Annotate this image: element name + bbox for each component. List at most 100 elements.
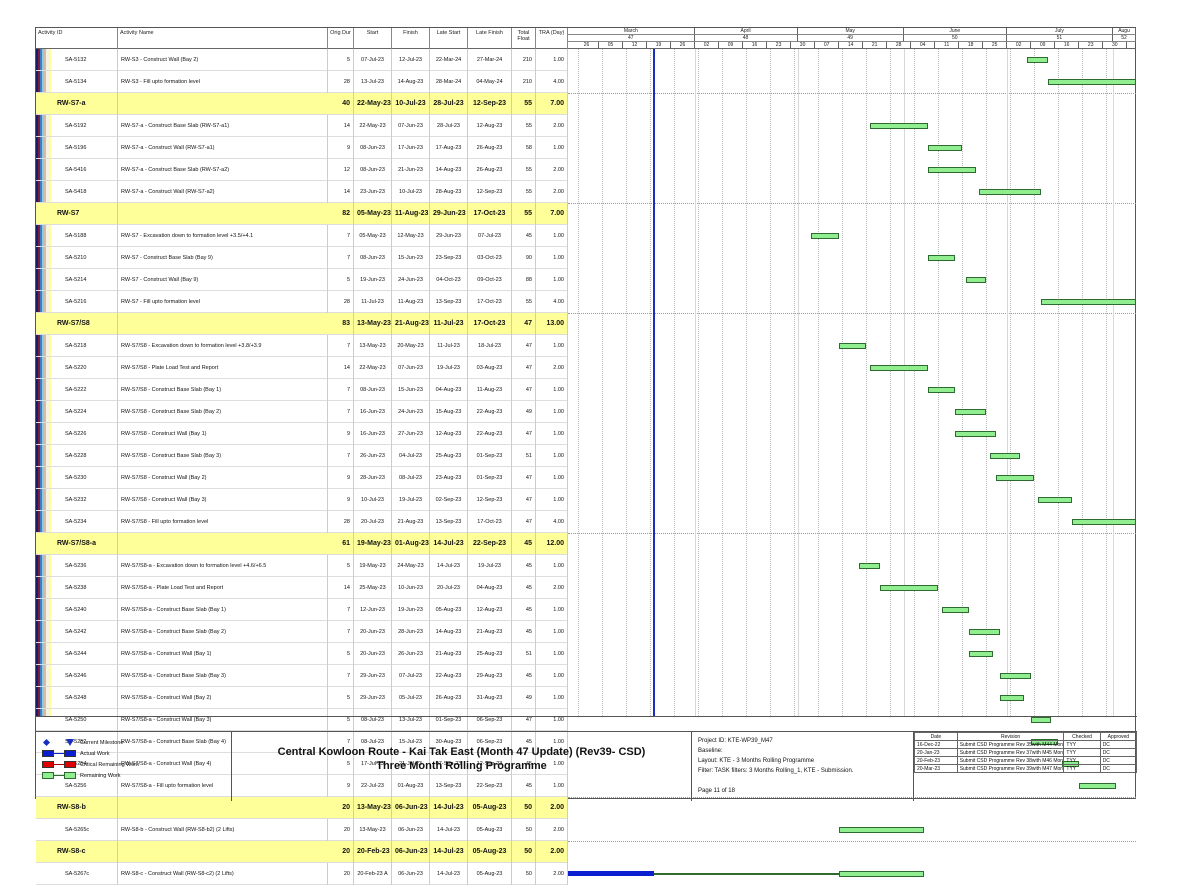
cell-late-finish: 06-Sep-23 [468, 709, 512, 731]
remaining-work-bar[interactable] [996, 475, 1035, 481]
wbs-group-row[interactable]: RW-S7-a 40 22-May-23 10-Jul-23 28-Jul-23 12-S… [36, 93, 568, 115]
activity-row[interactable]: SA-5210 RW-S7 - Construct Base Slab (Bay … [36, 247, 568, 269]
col-finish[interactable]: Finish [392, 28, 430, 49]
wbs-group-row[interactable]: RW-S7/S8 83 13-May-23 21-Aug-23 11-Jul-23 17-… [36, 313, 568, 335]
wbs-group-row[interactable]: RW-S7 82 05-May-23 11-Aug-23 29-Jun-23 17-Oct… [36, 203, 568, 225]
remaining-work-bar[interactable] [1041, 299, 1136, 305]
activity-row[interactable]: SA-5196 RW-S7-a - Construct Wall (RW-S7-a… [36, 137, 568, 159]
activity-row[interactable]: SA-5226 RW-S7/S8 - Construct Wall (Bay 1)… [36, 423, 568, 445]
activity-row[interactable]: SA-5216 RW-S7 - Fill upto formation level… [36, 291, 568, 313]
activity-row[interactable]: SA-5224 RW-S7/S8 - Construct Base Slab (B… [36, 401, 568, 423]
remaining-work-bar[interactable] [869, 365, 928, 371]
activity-row[interactable]: SA-5252 RW-S7/S8-a - Construct Base Slab … [36, 731, 568, 753]
timescale-day: 19 [647, 42, 672, 49]
week-gridline [866, 49, 868, 716]
col-orig-dur[interactable]: Orig Dur [328, 28, 354, 49]
remaining-work-bar[interactable] [969, 651, 994, 657]
timescale-day: 04 [911, 42, 936, 49]
remaining-work-bar[interactable] [838, 827, 925, 833]
activity-row[interactable]: SA-5246 RW-S7/S8-a - Construct Base Slab … [36, 665, 568, 687]
cell-finish: 08-Jul-23 [392, 467, 430, 489]
remaining-work-bar[interactable] [927, 167, 976, 173]
cell-id: RW-S7 [54, 203, 118, 225]
activity-row[interactable]: SA-5256 RW-S7/S8-a - Fill upto formation … [36, 775, 568, 797]
cell-dur: 7 [328, 731, 354, 753]
remaining-work-bar[interactable] [859, 563, 880, 569]
activity-row[interactable]: SA-5228 RW-S7/S8 - Construct Base Slab (B… [36, 445, 568, 467]
remaining-work-bar[interactable] [955, 409, 987, 415]
cell-late-start: 29-Jun-23 [430, 225, 468, 247]
cell-late-start: 14-Jul-23 [430, 555, 468, 577]
remaining-work-bar[interactable] [1030, 717, 1052, 723]
col-total-float[interactable]: Total Float [512, 28, 536, 49]
remaining-work-bar[interactable] [869, 123, 928, 129]
wbs-group-row[interactable]: RW-S8-b 20 13-May-23 06-Jun-23 14-Jul-23 05-A… [36, 797, 568, 819]
cell-id: SA-5228 [62, 445, 118, 467]
cell-start: 13-May-23 [354, 819, 392, 841]
cell-dur: 14 [328, 115, 354, 137]
activity-row[interactable]: SA-5230 RW-S7/S8 - Construct Wall (Bay 2)… [36, 467, 568, 489]
activity-row[interactable]: SA-5222 RW-S7/S8 - Construct Base Slab (B… [36, 379, 568, 401]
col-activity-id[interactable]: Activity ID [36, 28, 118, 49]
timescale-day: 23 [1079, 42, 1104, 49]
activity-row[interactable]: SA-5265c RW-S8-b - Construct Wall (RW-S8-… [36, 819, 568, 841]
col-late-finish[interactable]: Late Finish [468, 28, 512, 49]
remaining-work-bar[interactable] [955, 431, 997, 437]
revision-row: 20-Jan-23 Submit CSD Programme Rev 37with… [914, 748, 1138, 757]
remaining-work-bar[interactable] [1027, 57, 1048, 63]
activity-row[interactable]: SA-5248 RW-S7/S8-a - Construct Wall (Bay … [36, 687, 568, 709]
col-tra[interactable]: TRA (Day) [536, 28, 568, 49]
activity-row[interactable]: SA-5132 RW-S3 - Construct Wall (Bay 2) 5 07… [36, 49, 568, 71]
col-late-start[interactable]: Late Start [430, 28, 468, 49]
remaining-work-bar[interactable] [1047, 79, 1136, 85]
week-gridline [674, 49, 676, 716]
activity-row[interactable]: SA-5220 RW-S7/S8 - Plate Load Test and Re… [36, 357, 568, 379]
remaining-work-bar[interactable] [879, 585, 939, 591]
remaining-work-bar[interactable] [989, 453, 1021, 459]
title-line-1: Central Kowloon Route - Kai Tak East (Mo… [277, 746, 646, 758]
remaining-work-bar[interactable] [927, 255, 956, 261]
remaining-work-bar[interactable] [838, 343, 867, 349]
cell-name: RW-S7/S8 - Fill upto formation level [118, 511, 328, 533]
activity-row[interactable]: SA-5250 RW-S7/S8-a - Construct Wall (Bay … [36, 709, 568, 731]
activity-row[interactable]: SA-5192 RW-S7-a - Construct Base Slab (RW… [36, 115, 568, 137]
remaining-work-bar[interactable] [927, 145, 963, 151]
remaining-work-bar[interactable] [965, 277, 987, 283]
remaining-work-bar[interactable] [999, 673, 1031, 679]
remaining-work-bar[interactable] [927, 387, 956, 393]
legend-actual: Actual Work [42, 749, 110, 758]
activity-row[interactable]: SA-5418 RW-S7-a - Construct Wall (RW-S7-a… [36, 181, 568, 203]
cell-tra: 2.00 [536, 797, 568, 819]
remaining-work-bar[interactable] [979, 189, 1042, 195]
activity-row[interactable]: SA-5236 RW-S7/S8-a - Excavation down to f… [36, 555, 568, 577]
wbs-group-row[interactable]: RW-S7/S8-a 61 19-May-23 01-Aug-23 14-Jul-23 2… [36, 533, 568, 555]
remaining-work-bar[interactable] [969, 629, 1000, 635]
activity-row[interactable]: SA-5218 RW-S7/S8 - Excavation down to for… [36, 335, 568, 357]
activity-row[interactable]: SA-5244 RW-S7/S8-a - Construct Wall (Bay … [36, 643, 568, 665]
remaining-work-bar[interactable] [811, 233, 839, 239]
col-start[interactable]: Start [354, 28, 392, 49]
actual-work-bar[interactable] [568, 871, 655, 876]
cell-start: 19-May-23 [354, 555, 392, 577]
cell-tra: 1.00 [536, 489, 568, 511]
wbs-band [46, 49, 49, 716]
remaining-work-bar[interactable] [1037, 497, 1072, 503]
remaining-work-bar[interactable] [1078, 783, 1117, 789]
cell-finish: 07-Jun-23 [392, 357, 430, 379]
activity-row[interactable]: SA-5267c RW-S8-c - Construct Wall (RW-S8-… [36, 863, 568, 885]
activity-row[interactable]: SA-5188 RW-S7 - Excavation down to format… [36, 225, 568, 247]
activity-row[interactable]: SA-5416 RW-S7-a - Construct Base Slab (RW… [36, 159, 568, 181]
activity-row[interactable]: SA-5232 RW-S7/S8 - Construct Wall (Bay 3)… [36, 489, 568, 511]
activity-row[interactable]: SA-5234 RW-S7/S8 - Fill upto formation le… [36, 511, 568, 533]
activity-row[interactable]: SA-5240 RW-S7/S8-a - Construct Base Slab … [36, 599, 568, 621]
remaining-work-bar[interactable] [999, 695, 1024, 701]
activity-row[interactable]: SA-5214 RW-S7 - Construct Wall (Bay 9) 5 19… [36, 269, 568, 291]
activity-row[interactable]: SA-5238 RW-S7/S8-a - Plate Load Test and … [36, 577, 568, 599]
remaining-work-bar[interactable] [838, 871, 925, 877]
remaining-work-bar[interactable] [1071, 519, 1136, 525]
remaining-work-bar[interactable] [941, 607, 970, 613]
activity-row[interactable]: SA-5134 RW-S3 - Fill upto formation level… [36, 71, 568, 93]
activity-row[interactable]: SA-5242 RW-S7/S8-a - Construct Base Slab … [36, 621, 568, 643]
col-activity-name[interactable]: Activity Name [118, 28, 328, 49]
